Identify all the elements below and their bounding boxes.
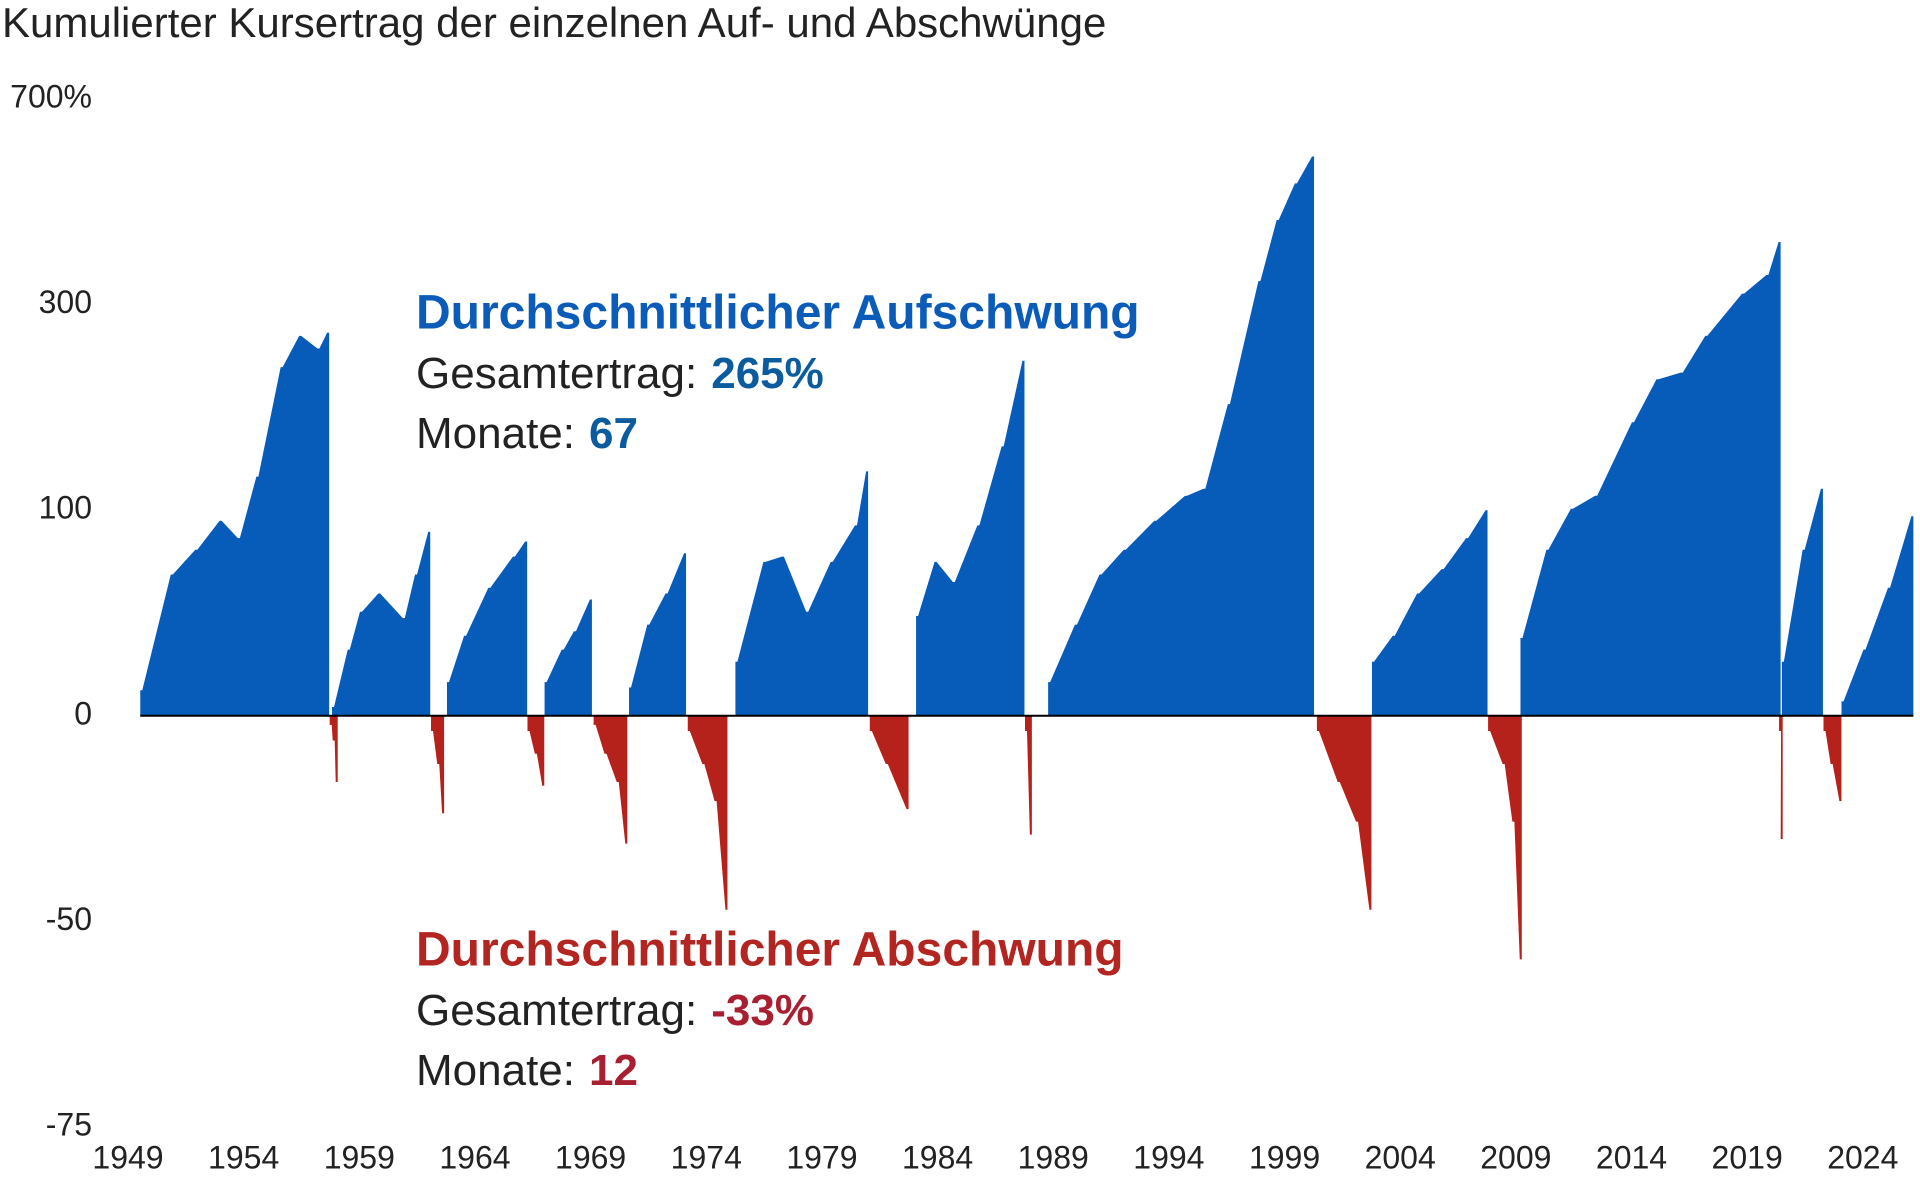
area [1488,715,1522,960]
area [140,332,330,716]
area [332,531,431,716]
x-tick-label: 2004 [1365,1139,1436,1175]
x-tick-label: 1974 [671,1139,742,1175]
area [869,715,909,810]
y-tick-label: -50 [46,901,92,937]
area [431,715,445,814]
annotation-title: Durchschnittlicher Aufschwung [416,287,1140,340]
y-tick-label: 0 [74,695,92,731]
annotation-months: Monate: 12 [416,1046,638,1095]
x-tick-label: 1984 [902,1139,973,1175]
annotation-total: Gesamtertrag: -33% [416,986,814,1035]
area [446,541,528,716]
area [1841,516,1914,716]
x-tick-label: 1979 [786,1139,857,1175]
x-tick-label: 1999 [1249,1139,1320,1175]
months-label: Monate: [416,409,575,458]
x-tick-label: 1989 [1018,1139,1089,1175]
annotation-months: Monate: 67 [416,409,638,458]
y-tick-label: -75 [46,1106,92,1142]
area [1371,510,1488,716]
y-tick-label: 700% [10,78,92,114]
area [1520,241,1781,716]
x-tick-label: 1949 [92,1139,163,1175]
x-tick-label: 2024 [1827,1139,1898,1175]
x-tick-label: 2019 [1712,1139,1783,1175]
x-tick-label: 1969 [555,1139,626,1175]
annotation-title: Durchschnittlicher Abschwung [416,924,1124,977]
total-value: 265% [711,349,824,398]
area [329,715,338,782]
x-tick-label: 1954 [208,1139,279,1175]
area [593,715,628,844]
chart-title: Kumulierter Kursertrag der einzelnen Auf… [2,0,1106,46]
area [1025,715,1032,835]
total-label: Gesamtertrag: [416,986,697,1035]
area [527,715,545,786]
area [1316,715,1372,910]
x-tick-label: 1964 [439,1139,510,1175]
area [1048,156,1315,716]
x-tick-label: 2009 [1480,1139,1551,1175]
x-tick-label: 2014 [1596,1139,1667,1175]
y-tick-label: 100 [39,490,92,526]
area [1779,715,1783,840]
area [1823,715,1842,802]
x-tick-label: 1994 [1133,1139,1204,1175]
months-value: 67 [589,409,638,458]
area [544,599,592,716]
area [1781,488,1823,716]
area [687,715,728,910]
annotation-total: Gesamtertrag: 265% [416,349,824,398]
months-value: 12 [589,1046,638,1095]
area [735,471,869,716]
y-tick-label: 300 [39,284,92,320]
months-label: Monate: [416,1046,575,1095]
total-value: -33% [711,986,814,1035]
x-tick-label: 1959 [324,1139,395,1175]
total-label: Gesamtertrag: [416,349,697,398]
area [916,360,1025,716]
area [629,553,687,716]
